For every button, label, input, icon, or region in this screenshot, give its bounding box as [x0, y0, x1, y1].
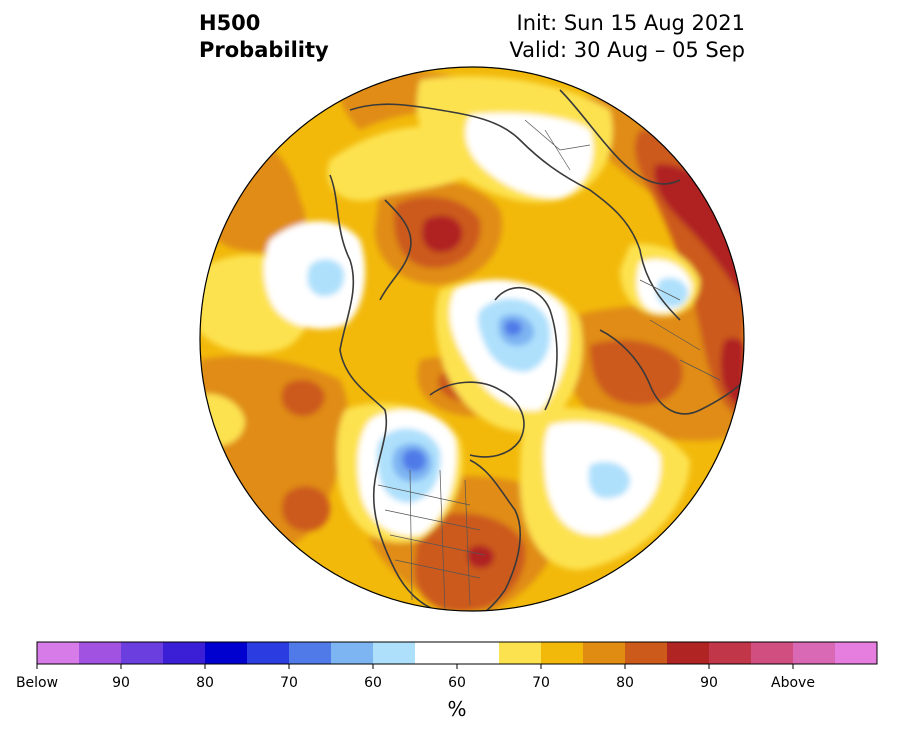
colorbar-swatch [835, 642, 878, 664]
coast-west-na [329, 174, 441, 611]
colorbar-swatch [121, 642, 164, 664]
lightblue-siberia [656, 277, 688, 308]
peak-eurasia [654, 164, 744, 300]
colorbar-tick-label: 60 [448, 675, 466, 691]
colorbar-tick-label: 90 [112, 675, 130, 691]
colorbar-swatch [541, 642, 584, 664]
us-state-lines [377, 484, 486, 579]
colorbar-swatch [163, 642, 206, 664]
colorbar-swatch [289, 642, 332, 664]
colorbar-tick-label: 80 [196, 675, 214, 691]
colorbar-tick-label: 60 [364, 675, 382, 691]
neutral-kara [465, 113, 594, 199]
colorbar-tick-label: 90 [700, 675, 718, 691]
blue-westna-core [402, 449, 426, 472]
colorbar-swatch [247, 642, 290, 664]
coast-hudson [429, 381, 525, 458]
coast-eurasia-arctic [349, 103, 681, 321]
colorbar-swatch [79, 642, 122, 664]
peak-siberia [421, 215, 463, 253]
colorbar-swatch [499, 642, 542, 664]
colorbar-tick-label: 70 [532, 675, 550, 691]
colorbar-swatch [793, 642, 836, 664]
colorbar-swatch [583, 642, 626, 664]
coast-alaska [379, 199, 412, 301]
title-product: Probability [199, 38, 329, 62]
us-state-lines-v [409, 469, 471, 611]
colorbar-tick-label: 70 [280, 675, 298, 691]
colorbar [36, 641, 878, 669]
colorbar-tick-label: Below [15, 675, 59, 691]
colorbar-unit-label: % [447, 697, 467, 721]
coast-greenland [494, 286, 558, 411]
title-variable: H500 [199, 11, 261, 35]
lightblue-atlantic [588, 461, 631, 499]
coast-europe [599, 329, 744, 415]
colorbar-swatch [331, 642, 374, 664]
forecast-dates: Init: Sun 15 Aug 2021 Valid: 30 Aug – 05… [509, 10, 745, 64]
colorbar-swatch [709, 642, 752, 664]
borders [377, 119, 721, 611]
center-pacific-s [281, 486, 331, 532]
colorbar-swatch [37, 642, 80, 664]
europe-borders [639, 279, 721, 381]
center-europe [590, 340, 683, 405]
map-title: H500 Probability [199, 10, 329, 64]
valid-dates: Valid: 30 Aug – 05 Sep [509, 38, 745, 62]
coastlines [329, 89, 744, 611]
init-date: Init: Sun 15 Aug 2021 [516, 11, 745, 35]
center-pacific-n [281, 379, 325, 417]
colorbar-tick-label: 80 [616, 675, 634, 691]
colorbar-swatch [205, 642, 248, 664]
map-boundary [199, 66, 745, 612]
lightblue-pacific [307, 259, 345, 297]
coast-east-na [469, 459, 521, 611]
russia-borders [524, 119, 591, 171]
colorbar-swatch [625, 642, 668, 664]
coast-siberia-east [559, 89, 681, 185]
colorbar-swatch [415, 642, 458, 664]
colorbar-swatch [457, 642, 500, 664]
peak-us [467, 545, 494, 568]
colorbar-tick-label: Above [771, 675, 815, 691]
colorbar-swatch [373, 642, 416, 664]
colorbar-swatch [751, 642, 794, 664]
colorbar-swatch [667, 642, 710, 664]
blue-greenland-core [504, 320, 522, 336]
